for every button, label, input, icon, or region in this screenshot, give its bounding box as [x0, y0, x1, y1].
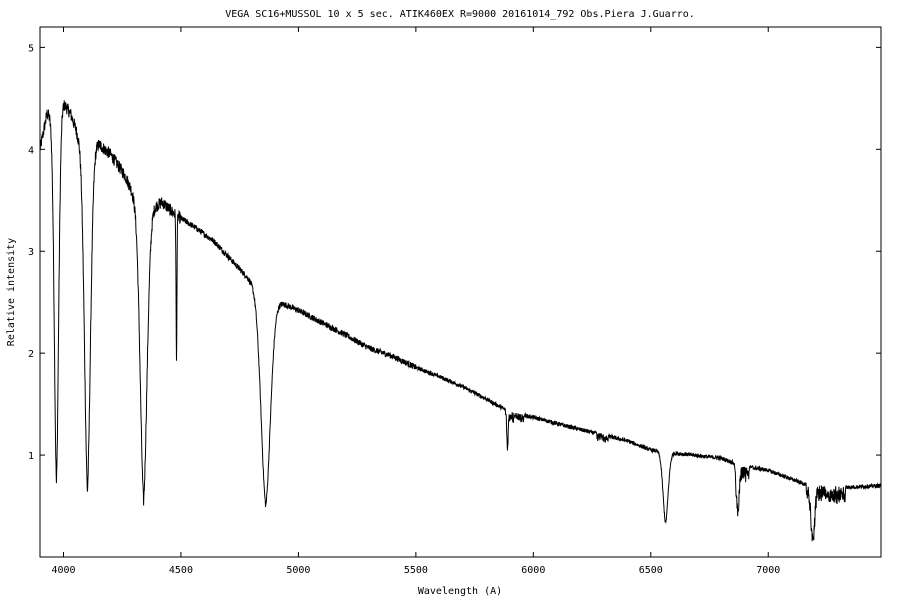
x-axis-label: Wavelength (A) [418, 586, 502, 597]
x-tick-label: 5000 [286, 565, 310, 576]
y-tick-label: 1 [28, 451, 34, 462]
x-axis: 4000 4500 5000 5500 6000 6500 7000 [51, 27, 780, 576]
chart-title: VEGA SC16+MUSSOL 10 x 5 sec. ATIK460EX R… [225, 9, 695, 20]
y-axis: 1 2 3 4 5 [28, 43, 881, 462]
y-tick-label: 5 [28, 43, 34, 54]
x-tick-label: 6500 [639, 565, 663, 576]
x-tick-label: 4500 [169, 565, 193, 576]
y-tick-label: 3 [28, 247, 34, 258]
x-tick-label: 4000 [51, 565, 75, 576]
x-tick-label: 6000 [521, 565, 545, 576]
spectrum-series-line [39, 100, 882, 542]
y-tick-label: 4 [28, 145, 34, 156]
y-axis-label: Relative intensity [6, 238, 17, 346]
plot-frame [39, 26, 882, 558]
x-tick-label: 5500 [404, 565, 428, 576]
x-tick-label: 7000 [756, 565, 780, 576]
y-tick-label: 2 [28, 349, 34, 360]
